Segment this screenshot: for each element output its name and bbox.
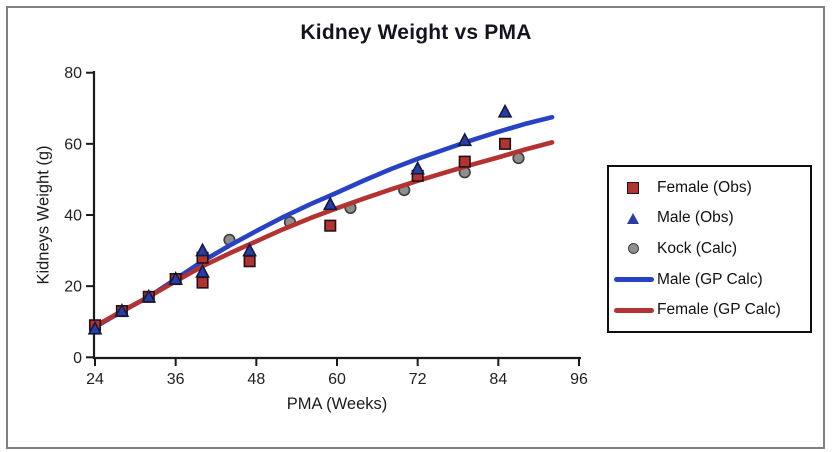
- x-tick-label: 24: [86, 371, 104, 388]
- marker-male-obs: [242, 242, 257, 257]
- x-axis-title: PMA (Weeks): [286, 395, 388, 413]
- curve-female-gp-calc: [92, 140, 555, 329]
- x-tick-label: 84: [489, 371, 507, 388]
- marker-male-obs: [497, 103, 513, 118]
- curve-male-gp-calc: [92, 114, 555, 330]
- male-gp-line-icon: [614, 277, 654, 283]
- marker-female-obs: [324, 219, 337, 232]
- x-tick-label: 48: [247, 371, 265, 388]
- marker-male-obs: [168, 271, 183, 285]
- legend: Female (Obs) Male (Obs) Kock (Calc) Male…: [607, 165, 812, 333]
- y-axis-title: Kidneys Weight (g): [34, 145, 53, 285]
- female-obs-square-icon: [627, 181, 639, 194]
- marker-male-obs: [195, 263, 210, 278]
- legend-item-female-gp-calc: Female (GP Calc): [609, 296, 810, 324]
- x-tick-label: 96: [570, 371, 588, 388]
- kock-calc-circle-icon: [627, 243, 639, 255]
- y-tick-label: 20: [64, 279, 82, 296]
- x-tick-label: 36: [167, 371, 185, 388]
- x-tick-label: 72: [409, 371, 427, 388]
- legend-label: Kock (Calc): [657, 239, 738, 257]
- marker-female-obs: [243, 255, 256, 268]
- marker-male-obs: [410, 160, 425, 175]
- legend-label: Female (Obs): [657, 178, 752, 196]
- marker-female-obs: [196, 276, 209, 289]
- legend-label: Male (GP Calc): [657, 270, 763, 288]
- x-tick-label: 60: [328, 371, 346, 388]
- legend-item-female-obs: Female (Obs): [609, 174, 810, 202]
- marker-male-obs: [195, 242, 210, 257]
- legend-label: Male (Obs): [657, 209, 734, 227]
- y-tick-label: 0: [73, 350, 82, 367]
- legend-item-male-obs: Male (Obs): [609, 204, 810, 232]
- legend-item-kock-calc: Kock (Calc): [609, 235, 810, 263]
- female-gp-line-icon: [614, 307, 654, 313]
- male-obs-triangle-icon: [627, 212, 639, 224]
- marker-male-obs: [141, 288, 157, 303]
- marker-female-obs: [499, 137, 512, 150]
- y-tick-label: 40: [64, 208, 82, 225]
- chart-title: Kidney Weight vs PMA: [300, 21, 532, 44]
- marker-female-obs: [458, 155, 471, 168]
- y-tick-label: 60: [64, 136, 82, 153]
- marker-male-obs: [87, 320, 103, 335]
- legend-item-male-gp-calc: Male (GP Calc): [609, 266, 810, 294]
- marker-male-obs: [114, 303, 130, 317]
- marker-male-obs: [457, 132, 473, 147]
- legend-label: Female (GP Calc): [657, 301, 781, 319]
- y-tick-label: 80: [64, 65, 82, 82]
- marker-male-obs: [322, 196, 338, 211]
